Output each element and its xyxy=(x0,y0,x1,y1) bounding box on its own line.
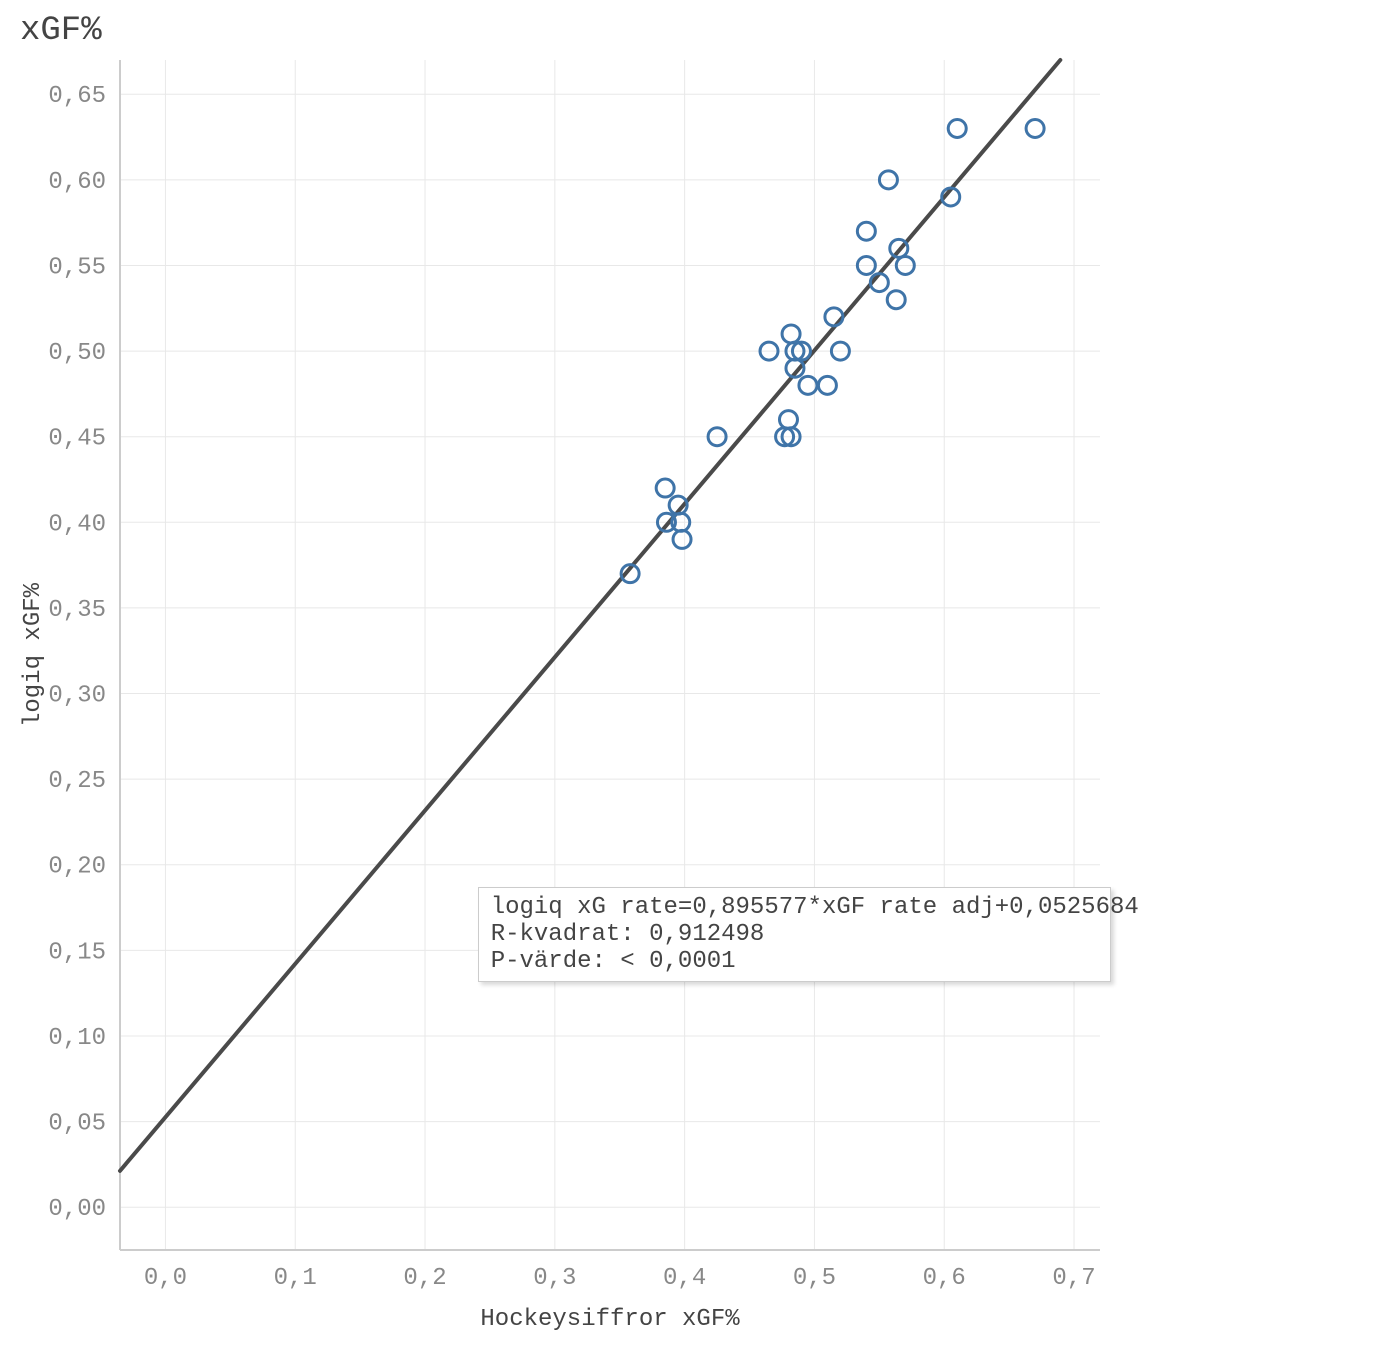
y-tick-label: 0,65 xyxy=(48,83,106,110)
scatter-plot: 0,0 0,1 0,2 0,3 0,4 0,5 0,6 0,7 0,00 0,05 0,10 0,15… xyxy=(0,0,1378,1368)
y-tick-label: 0,55 xyxy=(48,254,106,281)
x-tick-label: 0,3 xyxy=(533,1265,576,1292)
y-tick-label: 0,40 xyxy=(48,511,106,538)
x-tick-label: 0,6 xyxy=(923,1265,966,1292)
x-tick-label: 0,0 xyxy=(144,1265,187,1292)
y-tick-label: 0,10 xyxy=(48,1025,106,1052)
x-tick-label: 0,2 xyxy=(403,1265,446,1292)
chart-container: xGF% 0,00,10,20,30,40,50,60,70,000,050,1… xyxy=(0,0,1378,1368)
y-tick-label: 0,35 xyxy=(48,597,106,624)
y-tick-label: 0,60 xyxy=(48,169,106,196)
y-tick-label: 0,05 xyxy=(48,1111,106,1138)
y-tick-label: 0,50 xyxy=(48,340,106,367)
y-tick-label: 0,00 xyxy=(48,1196,106,1223)
x-tick-label: 0,4 xyxy=(663,1265,706,1292)
x-tick-label: 0,1 xyxy=(274,1265,317,1292)
y-tick-label: 0,45 xyxy=(48,426,106,453)
regression-stats-box: logiq xG rate=0,895577*xGF rate adj+0,05… xyxy=(478,887,1112,982)
y-axis-title: logiq xGF% xyxy=(20,583,47,727)
x-tick-label: 0,5 xyxy=(793,1265,836,1292)
y-tick-label: 0,30 xyxy=(48,683,106,710)
y-tick-label: 0,20 xyxy=(48,854,106,881)
x-tick-label: 0,7 xyxy=(1052,1265,1095,1292)
y-tick-label: 0,15 xyxy=(48,939,106,966)
y-tick-label: 0,25 xyxy=(48,768,106,795)
x-axis-title: Hockeysiffror xGF% xyxy=(480,1306,739,1333)
